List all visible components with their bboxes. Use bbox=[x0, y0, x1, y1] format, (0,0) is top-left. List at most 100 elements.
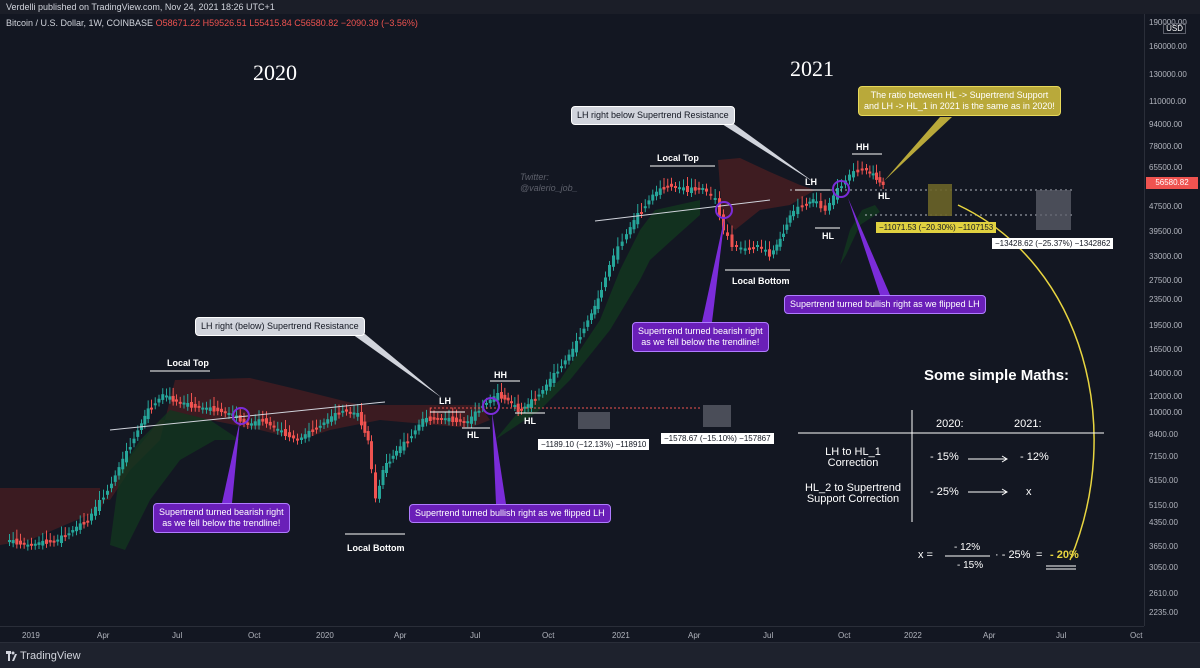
candle-body bbox=[616, 246, 620, 260]
candle-body bbox=[348, 411, 352, 414]
candle-body bbox=[823, 205, 827, 211]
maths-row1-2020: - 15% bbox=[930, 451, 959, 463]
candle-body bbox=[743, 248, 747, 251]
candle-body bbox=[82, 522, 86, 525]
price-tick-label: 190000.00 bbox=[1149, 18, 1187, 27]
candle-body bbox=[739, 247, 743, 250]
candle-body bbox=[337, 412, 341, 415]
tradingview-logo-icon bbox=[6, 651, 17, 661]
candle-body bbox=[674, 186, 677, 188]
measure-label-1: −1189.10 (−12.13%) −118910 bbox=[538, 439, 650, 450]
candle-body bbox=[98, 500, 101, 511]
callout-bearish-2020-line1: Supertrend turned bearish right bbox=[159, 507, 284, 517]
maths-formula-x: x = bbox=[918, 549, 933, 561]
candle-body bbox=[121, 458, 125, 470]
label-hl-2020: HL bbox=[467, 430, 479, 440]
maths-arrowhead-1 bbox=[1001, 455, 1008, 463]
trendline-2021 bbox=[594, 199, 771, 222]
measure-box-4 bbox=[1036, 190, 1071, 230]
price-axis[interactable]: 190000.00 160000.00 130000.00 110000.00 9400… bbox=[1144, 14, 1200, 626]
candle-body bbox=[311, 429, 315, 432]
label-hh-2021: HH bbox=[856, 142, 869, 152]
candle-body bbox=[165, 395, 168, 398]
candle-body bbox=[345, 409, 348, 412]
maths-formula-eq: = bbox=[1036, 549, 1043, 561]
candle-body bbox=[510, 401, 513, 404]
callout-ratio: The ratio between HL -> Supertrend Suppo… bbox=[858, 86, 1061, 116]
candle-body bbox=[735, 245, 738, 247]
candle-body bbox=[41, 540, 45, 546]
measure-box-2 bbox=[703, 405, 731, 427]
candle-body bbox=[875, 172, 878, 180]
time-axis[interactable]: 2019 Apr Jul Oct 2020 Apr Jul Oct 2021 Apr Jul Oct 2… bbox=[0, 626, 1144, 642]
candle-body bbox=[175, 399, 178, 402]
candle-body bbox=[276, 428, 280, 431]
candle-body bbox=[125, 450, 128, 463]
twitter-handle: @valerio_job_ bbox=[520, 183, 578, 193]
candle-body bbox=[651, 194, 655, 201]
candle-body bbox=[819, 200, 823, 209]
callout-bearish-2021-line2: as we fell below the trendline! bbox=[641, 337, 760, 347]
measure-label-2: −1578.67 (−15.10%) −157867 bbox=[661, 433, 774, 444]
symbol-legend: Bitcoin / U.S. Dollar, 1W, COINBASE O586… bbox=[6, 18, 418, 28]
supertrend-flip-marker bbox=[232, 407, 250, 425]
candle-body bbox=[265, 418, 268, 424]
candle-body bbox=[792, 210, 795, 217]
callout-pointer-bullish-2020 bbox=[492, 412, 506, 504]
price-tick-label: 5150.00 bbox=[1149, 501, 1178, 510]
symbol-name[interactable]: Bitcoin / U.S. Dollar, 1W, COINBASE bbox=[6, 18, 154, 28]
candle-body bbox=[636, 213, 640, 225]
candle-body bbox=[250, 423, 253, 426]
candle-body bbox=[458, 419, 462, 422]
candle-body bbox=[748, 247, 751, 250]
candle-body bbox=[537, 394, 541, 397]
candle-body bbox=[693, 187, 697, 191]
callout-ratio-line2: and LH -> HL_1 in 2021 is the same as in… bbox=[864, 101, 1055, 111]
candle-body bbox=[288, 432, 291, 438]
candle-body bbox=[785, 224, 789, 230]
candle-body bbox=[782, 233, 785, 237]
supertrend-bands bbox=[0, 158, 880, 550]
candle-body bbox=[45, 539, 48, 544]
candle-body bbox=[11, 540, 15, 544]
candle-body bbox=[523, 406, 527, 409]
price-chart-canvas[interactable] bbox=[0, 0, 1144, 626]
candle-body bbox=[15, 538, 19, 545]
maths-row1-label-2: Correction bbox=[827, 457, 879, 469]
candle-body bbox=[775, 244, 779, 251]
candle-body bbox=[26, 544, 30, 547]
twitter-label: Twitter: bbox=[520, 172, 549, 182]
supertrend-resistance-band-2021 bbox=[718, 158, 815, 230]
maths-row2-label-1: HL_2 to Supertrend bbox=[804, 482, 901, 494]
supertrend-support-band-2021 bbox=[840, 205, 880, 265]
candle-body bbox=[632, 220, 636, 230]
candle-body bbox=[541, 390, 545, 394]
footer-brand[interactable]: TradingView bbox=[20, 650, 81, 662]
candle-body bbox=[552, 373, 556, 383]
price-tick-label: 3050.00 bbox=[1149, 563, 1178, 572]
supertrend-resistance-band-2020 bbox=[0, 378, 490, 545]
candle-body bbox=[52, 540, 56, 543]
time-tick-label: Oct bbox=[838, 631, 851, 640]
candle-body bbox=[436, 417, 440, 420]
price-tick-label: 110000.00 bbox=[1149, 97, 1187, 106]
supertrend-support-band-2019 bbox=[110, 410, 240, 550]
candle-body bbox=[752, 247, 755, 250]
candle-body bbox=[171, 395, 175, 402]
candle-body bbox=[216, 407, 220, 412]
price-tick-label: 19500.00 bbox=[1149, 321, 1183, 330]
label-local-top-2020: Local Top bbox=[167, 358, 209, 368]
price-tick-label: 78000.00 bbox=[1149, 142, 1183, 151]
candle-body bbox=[815, 201, 818, 204]
callout-pointer-lh-2020 bbox=[352, 334, 442, 398]
time-tick-label: Jul bbox=[470, 631, 480, 640]
candle-body bbox=[840, 186, 843, 189]
maths-title: Some simple Maths: bbox=[924, 367, 1070, 384]
candle-body bbox=[146, 408, 150, 420]
candle-body bbox=[333, 413, 337, 421]
candle-body bbox=[22, 542, 26, 545]
candle-body bbox=[388, 461, 392, 464]
candle-body bbox=[682, 187, 685, 191]
ohlc-close: C56580.82 bbox=[294, 18, 339, 28]
measure-box-1 bbox=[578, 412, 610, 429]
